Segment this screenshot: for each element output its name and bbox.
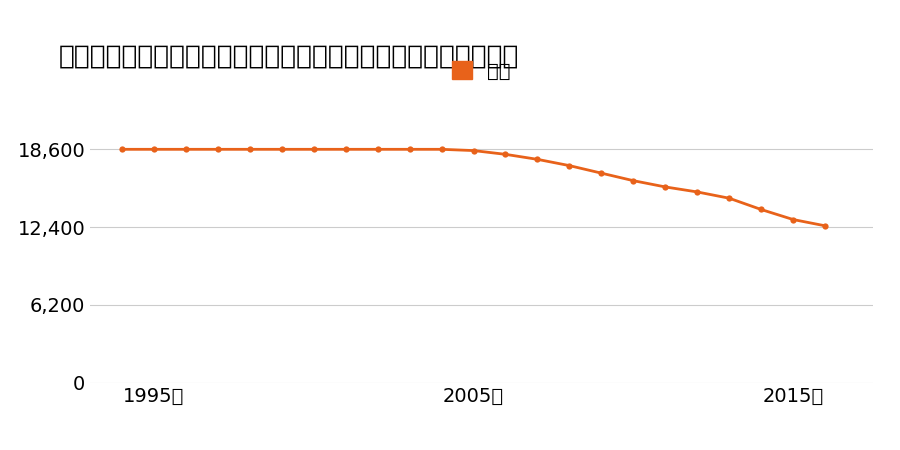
Legend: 価格: 価格 — [445, 54, 518, 89]
Text: 山形県北村山郡大石田町大字大石田字東町丙１０３番の地価推移: 山形県北村山郡大石田町大字大石田字東町丙１０３番の地価推移 — [58, 44, 519, 69]
